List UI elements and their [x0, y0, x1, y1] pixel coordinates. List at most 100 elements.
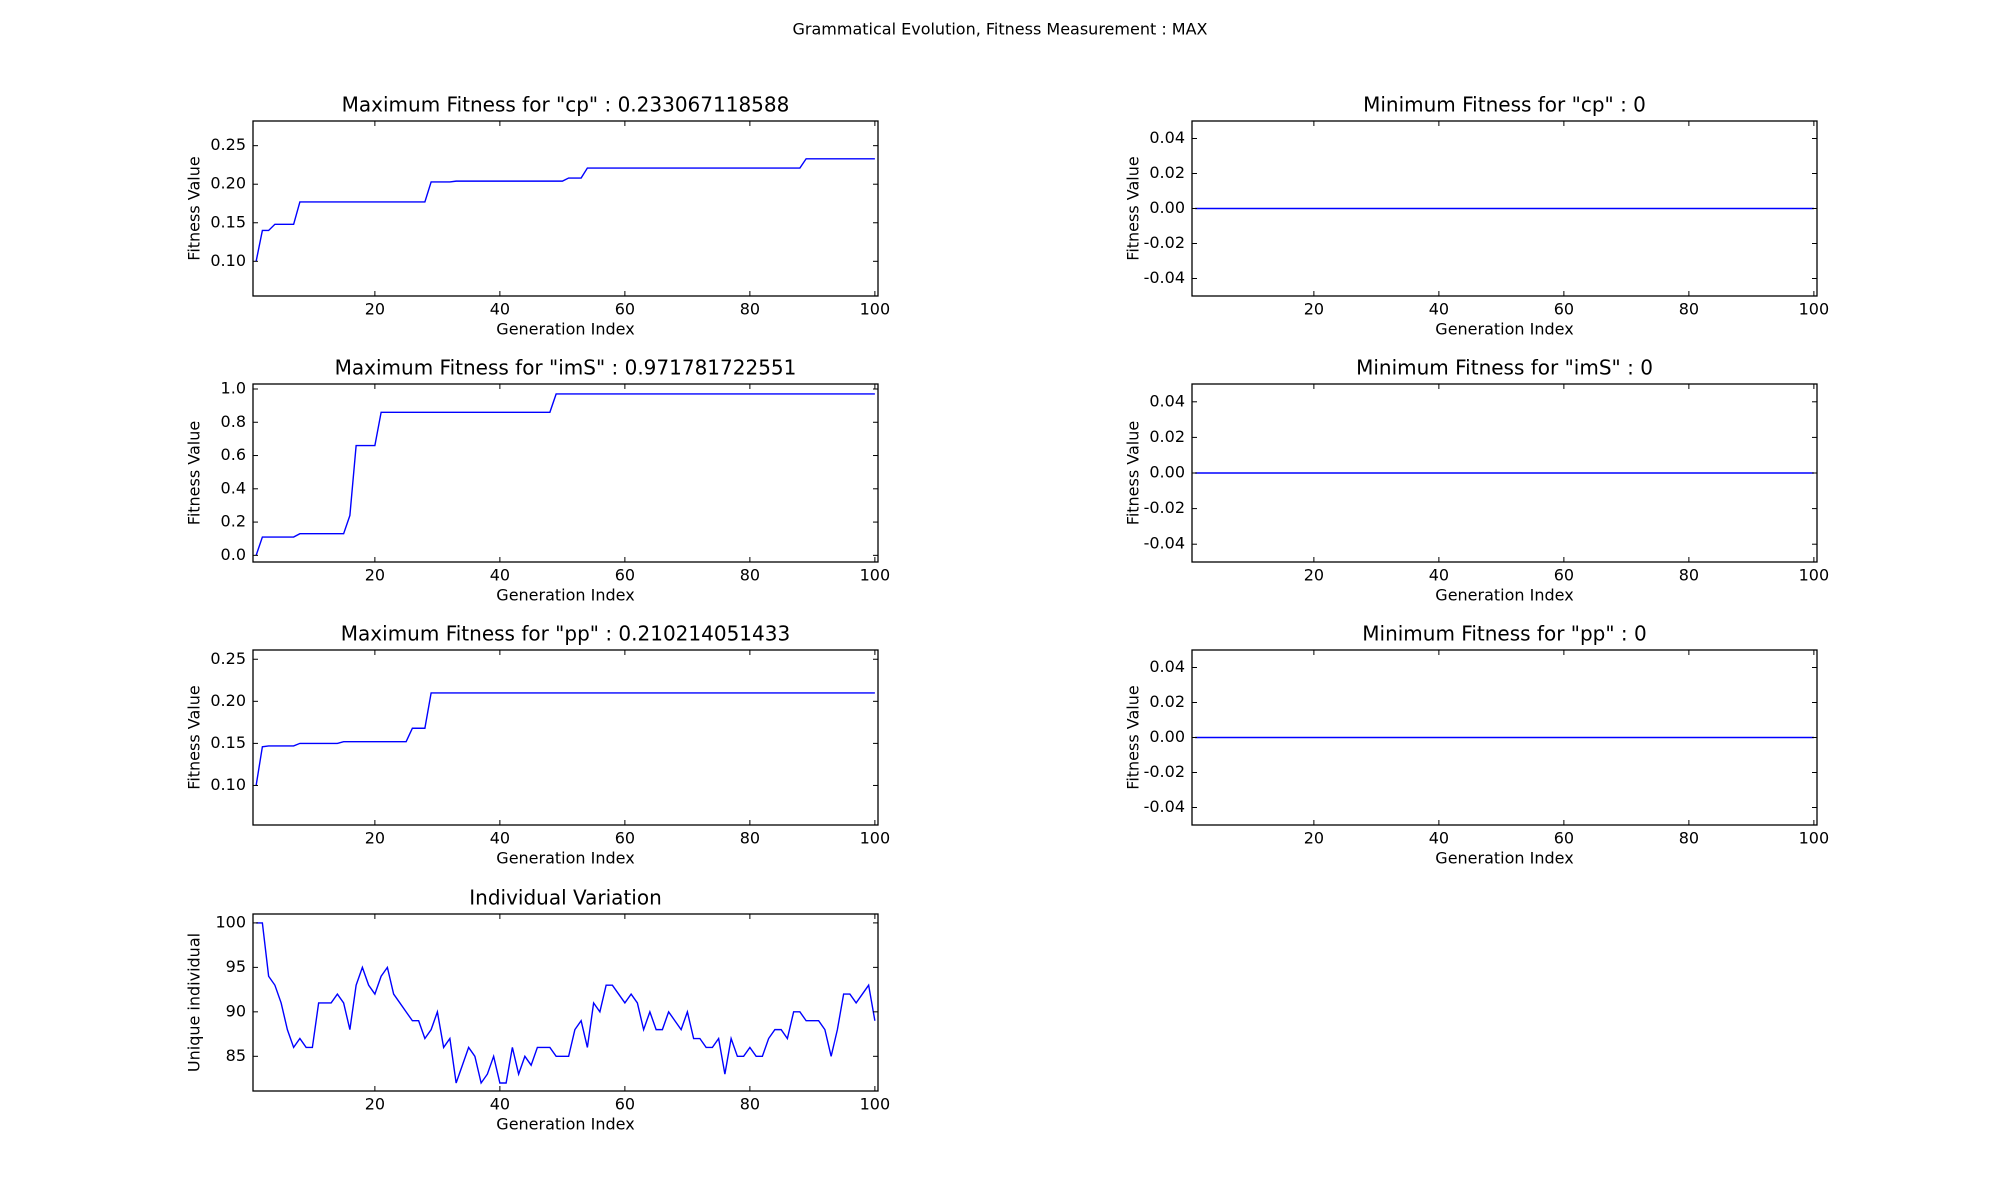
axes-title: Minimum Fitness for "imS" : 0	[1356, 356, 1653, 380]
axes-title: Individual Variation	[469, 886, 662, 910]
axes-frame	[252, 913, 879, 1092]
x-tick-label: 40	[1429, 829, 1449, 848]
y-tick-label: 0.02	[1149, 692, 1185, 711]
x-tick-label: 80	[740, 1095, 760, 1114]
data-line	[255, 692, 875, 786]
x-tick-label: 20	[1304, 300, 1324, 319]
x-tick-label: 20	[1304, 829, 1324, 848]
data-line	[255, 158, 875, 262]
y-axis-label: Fitness Value	[185, 685, 204, 789]
x-axis-label: Generation Index	[1435, 849, 1573, 868]
y-tick-label: 0.15	[210, 733, 246, 752]
axes-title: Maximum Fitness for "cp" : 0.23306711858…	[342, 93, 790, 117]
x-axis-label: Generation Index	[496, 849, 634, 868]
y-tick-label: 0.04	[1149, 657, 1185, 676]
x-tick-label: 40	[490, 829, 510, 848]
y-axis-label: Fitness Value	[1124, 685, 1143, 789]
x-tick-label: 100	[1799, 829, 1830, 848]
x-tick-label: 80	[740, 566, 760, 585]
x-tick-label: 100	[860, 1095, 891, 1114]
x-tick-label: 80	[740, 300, 760, 319]
x-tick-label: 100	[860, 566, 891, 585]
y-tick-label: 0.02	[1149, 163, 1185, 182]
x-tick-label: 40	[1429, 566, 1449, 585]
y-axis-label: Fitness Value	[1124, 156, 1143, 260]
axes-title: Maximum Fitness for "pp" : 0.21021405143…	[341, 622, 790, 646]
y-tick-label: 0.25	[210, 135, 246, 154]
x-tick-label: 60	[615, 1095, 635, 1114]
x-tick-label: 80	[1679, 566, 1699, 585]
x-tick-label: 100	[860, 829, 891, 848]
x-tick-label: 60	[615, 566, 635, 585]
y-tick-label: 95	[226, 957, 246, 976]
y-tick-label: 100	[215, 912, 246, 931]
x-tick-label: 100	[1799, 300, 1830, 319]
y-axis-label: Fitness Value	[185, 421, 204, 525]
y-tick-label: 0.10	[210, 251, 246, 270]
x-tick-label: 40	[490, 566, 510, 585]
x-tick-label: 20	[365, 566, 385, 585]
x-tick-label: 80	[740, 829, 760, 848]
x-tick-label: 80	[1679, 300, 1699, 319]
y-axis-label: Unique individual	[185, 933, 204, 1072]
x-axis-label: Generation Index	[496, 586, 634, 605]
axes-frame	[252, 383, 879, 563]
axes-frame	[252, 649, 879, 826]
x-tick-label: 20	[365, 829, 385, 848]
x-axis-label: Generation Index	[496, 320, 634, 339]
x-tick-label: 60	[615, 300, 635, 319]
y-tick-label: 85	[226, 1046, 246, 1065]
y-tick-label: 0.2	[221, 512, 246, 531]
x-tick-label: 100	[860, 300, 891, 319]
x-tick-label: 60	[615, 829, 635, 848]
y-tick-label: 0.00	[1149, 727, 1185, 746]
y-tick-label: 0.8	[221, 412, 246, 431]
y-tick-label: -0.04	[1144, 797, 1185, 816]
x-tick-label: 20	[365, 1095, 385, 1114]
y-tick-label: -0.04	[1144, 268, 1185, 287]
axes-title: Minimum Fitness for "cp" : 0	[1363, 93, 1646, 117]
x-tick-label: 20	[365, 300, 385, 319]
y-tick-label: 0.6	[221, 445, 246, 464]
axes-title: Maximum Fitness for "imS" : 0.9717817225…	[335, 356, 797, 380]
axes-title: Minimum Fitness for "pp" : 0	[1362, 622, 1647, 646]
x-tick-label: 60	[1554, 566, 1574, 585]
y-tick-label: 0.00	[1149, 463, 1185, 482]
y-tick-label: -0.02	[1144, 498, 1185, 517]
y-tick-label: 0.15	[210, 212, 246, 231]
x-tick-label: 40	[1429, 300, 1449, 319]
data-line	[255, 393, 875, 556]
x-axis-label: Generation Index	[1435, 586, 1573, 605]
y-tick-label: 0.04	[1149, 128, 1185, 147]
y-tick-label: 0.4	[221, 478, 246, 497]
x-tick-label: 20	[1304, 566, 1324, 585]
y-tick-label: 0.25	[210, 649, 246, 668]
y-tick-label: 0.20	[210, 174, 246, 193]
y-tick-label: -0.02	[1144, 762, 1185, 781]
data-line	[256, 922, 876, 1085]
y-axis-label: Fitness Value	[185, 156, 204, 260]
y-tick-label: -0.04	[1144, 534, 1185, 553]
figure-title: Grammatical Evolution, Fitness Measureme…	[793, 20, 1208, 39]
x-tick-label: 60	[1554, 829, 1574, 848]
x-tick-label: 40	[490, 1095, 510, 1114]
y-tick-label: 0.04	[1149, 391, 1185, 410]
x-tick-label: 60	[1554, 300, 1574, 319]
x-tick-label: 80	[1679, 829, 1699, 848]
x-tick-label: 40	[490, 300, 510, 319]
x-axis-label: Generation Index	[1435, 320, 1573, 339]
x-axis-label: Generation Index	[496, 1115, 634, 1134]
y-tick-label: 90	[226, 1001, 246, 1020]
y-tick-label: 0.10	[210, 775, 246, 794]
y-tick-label: 0.20	[210, 691, 246, 710]
y-tick-label: 0.0	[221, 545, 246, 564]
y-tick-label: 0.02	[1149, 427, 1185, 446]
y-tick-label: 0.00	[1149, 198, 1185, 217]
x-tick-label: 100	[1799, 566, 1830, 585]
y-axis-label: Fitness Value	[1124, 421, 1143, 525]
axes-frame	[252, 120, 879, 297]
y-tick-label: -0.02	[1144, 233, 1185, 252]
